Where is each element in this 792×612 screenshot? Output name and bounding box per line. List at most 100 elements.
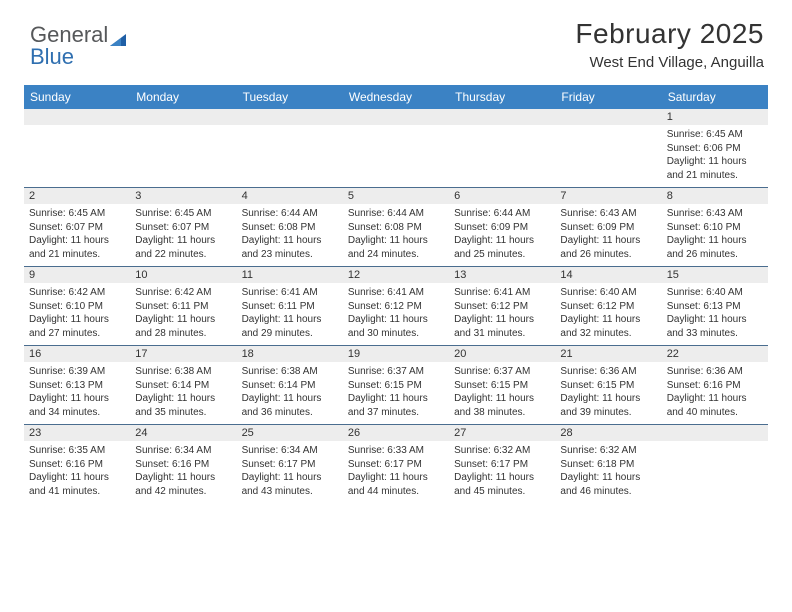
sunset: Sunset: 6:08 PM (348, 221, 445, 235)
week-row: 9Sunrise: 6:42 AMSunset: 6:10 PMDaylight… (24, 266, 768, 345)
day-info: Sunrise: 6:42 AMSunset: 6:10 PMDaylight:… (24, 283, 130, 344)
daylight: Daylight: 11 hours and 43 minutes. (242, 471, 339, 498)
day-number: 24 (130, 426, 147, 441)
sunset: Sunset: 6:09 PM (560, 221, 657, 235)
day-info: Sunrise: 6:37 AMSunset: 6:15 PMDaylight:… (449, 362, 555, 423)
calendar-page: General Blue February 2025 West End Vill… (0, 0, 792, 503)
sunrise: Sunrise: 6:45 AM (29, 207, 126, 221)
day-cell (449, 109, 555, 187)
day-cell: 6Sunrise: 6:44 AMSunset: 6:09 PMDaylight… (449, 188, 555, 266)
day-number-row: 16 (24, 346, 130, 362)
day-info: Sunrise: 6:41 AMSunset: 6:12 PMDaylight:… (449, 283, 555, 344)
day-number-row (237, 109, 343, 125)
day-number-row: 22 (662, 346, 768, 362)
day-number-row: 9 (24, 267, 130, 283)
sunrise: Sunrise: 6:37 AM (454, 365, 551, 379)
day-info: Sunrise: 6:43 AMSunset: 6:09 PMDaylight:… (555, 204, 661, 265)
daylight: Daylight: 11 hours and 25 minutes. (454, 234, 551, 261)
day-cell: 7Sunrise: 6:43 AMSunset: 6:09 PMDaylight… (555, 188, 661, 266)
day-cell: 20Sunrise: 6:37 AMSunset: 6:15 PMDayligh… (449, 346, 555, 424)
day-number: 18 (237, 347, 254, 362)
sunrise: Sunrise: 6:35 AM (29, 444, 126, 458)
day-info: Sunrise: 6:44 AMSunset: 6:08 PMDaylight:… (237, 204, 343, 265)
day-info: Sunrise: 6:32 AMSunset: 6:17 PMDaylight:… (449, 441, 555, 502)
sunset: Sunset: 6:06 PM (667, 142, 764, 156)
day-number-row: 25 (237, 425, 343, 441)
day-cell: 15Sunrise: 6:40 AMSunset: 6:13 PMDayligh… (662, 267, 768, 345)
week-row: 23Sunrise: 6:35 AMSunset: 6:16 PMDayligh… (24, 424, 768, 503)
day-number-row: 6 (449, 188, 555, 204)
day-cell: 12Sunrise: 6:41 AMSunset: 6:12 PMDayligh… (343, 267, 449, 345)
day-number-row: 17 (130, 346, 236, 362)
daylight: Daylight: 11 hours and 22 minutes. (135, 234, 232, 261)
day-number: 4 (237, 189, 248, 204)
day-number: 27 (449, 426, 466, 441)
week-row: 1Sunrise: 6:45 AMSunset: 6:06 PMDaylight… (24, 109, 768, 187)
day-info: Sunrise: 6:33 AMSunset: 6:17 PMDaylight:… (343, 441, 449, 502)
day-info: Sunrise: 6:45 AMSunset: 6:07 PMDaylight:… (24, 204, 130, 265)
day-number-row: 14 (555, 267, 661, 283)
day-number-row (24, 109, 130, 125)
day-of-week: Friday (555, 85, 661, 109)
week-row: 2Sunrise: 6:45 AMSunset: 6:07 PMDaylight… (24, 187, 768, 266)
day-of-week: Sunday (24, 85, 130, 109)
day-cell: 27Sunrise: 6:32 AMSunset: 6:17 PMDayligh… (449, 425, 555, 503)
day-number: 5 (343, 189, 354, 204)
day-cell: 3Sunrise: 6:45 AMSunset: 6:07 PMDaylight… (130, 188, 236, 266)
day-number: 12 (343, 268, 360, 283)
day-info: Sunrise: 6:38 AMSunset: 6:14 PMDaylight:… (130, 362, 236, 423)
day-of-week: Saturday (662, 85, 768, 109)
day-cell: 5Sunrise: 6:44 AMSunset: 6:08 PMDaylight… (343, 188, 449, 266)
day-number: 2 (24, 189, 35, 204)
daylight: Daylight: 11 hours and 27 minutes. (29, 313, 126, 340)
brand-part2: Blue (30, 44, 74, 69)
sunrise: Sunrise: 6:34 AM (135, 444, 232, 458)
month-title: February 2025 (575, 18, 764, 50)
daylight: Daylight: 11 hours and 21 minutes. (29, 234, 126, 261)
day-number-row (662, 425, 768, 441)
day-cell: 14 Sunrise: 6:40 AMSunset: 6:12 PMDayligh… (555, 267, 661, 345)
day-number-row: 3 (130, 188, 236, 204)
brand-logo: General Blue (30, 18, 128, 68)
sunrise: Sunrise: 6:32 AM (454, 444, 551, 458)
day-info: Sunrise: 6:41 AMSunset: 6:12 PMDaylight:… (343, 283, 449, 344)
daylight: Daylight: 11 hours and 34 minutes. (29, 392, 126, 419)
day-cell (130, 109, 236, 187)
day-number-row: 19 (343, 346, 449, 362)
daylight: Daylight: 11 hours and 32 minutes. (560, 313, 657, 340)
sunrise: Sunrise: 6:44 AM (242, 207, 339, 221)
brand-mark-icon (108, 30, 128, 50)
day-cell: 8Sunrise: 6:43 AMSunset: 6:10 PMDaylight… (662, 188, 768, 266)
sunrise: Sunrise: 6:40 AM (667, 286, 764, 300)
daylight: Daylight: 11 hours and 39 minutes. (560, 392, 657, 419)
day-number: 23 (24, 426, 41, 441)
sunrise: Sunrise: 6:38 AM (242, 365, 339, 379)
daylight: Daylight: 11 hours and 26 minutes. (667, 234, 764, 261)
day-cell: 26Sunrise: 6:33 AMSunset: 6:17 PMDayligh… (343, 425, 449, 503)
sunrise: Sunrise: 6:40 AM (560, 286, 657, 300)
sunset: Sunset: 6:07 PM (29, 221, 126, 235)
day-cell: 11Sunrise: 6:41 AMSunset: 6:11 PMDayligh… (237, 267, 343, 345)
day-info: Sunrise: 6:45 AMSunset: 6:07 PMDaylight:… (130, 204, 236, 265)
day-info: Sunrise: 6:40 AMSunset: 6:13 PMDaylight:… (662, 283, 768, 344)
sunrise: Sunrise: 6:38 AM (135, 365, 232, 379)
day-number-row (130, 109, 236, 125)
day-info: Sunrise: 6:36 AMSunset: 6:16 PMDaylight:… (662, 362, 768, 423)
day-number: 16 (24, 347, 41, 362)
day-cell: 1Sunrise: 6:45 AMSunset: 6:06 PMDaylight… (662, 109, 768, 187)
sunrise: Sunrise: 6:42 AM (135, 286, 232, 300)
day-info: Sunrise: 6:35 AMSunset: 6:16 PMDaylight:… (24, 441, 130, 502)
sunset: Sunset: 6:08 PM (242, 221, 339, 235)
day-cell (343, 109, 449, 187)
sunrise: Sunrise: 6:45 AM (667, 128, 764, 142)
day-cell: 25Sunrise: 6:34 AMSunset: 6:17 PMDayligh… (237, 425, 343, 503)
sunset: Sunset: 6:12 PM (348, 300, 445, 314)
day-number: 19 (343, 347, 360, 362)
sunset: Sunset: 6:17 PM (348, 458, 445, 472)
sunset: Sunset: 6:12 PM (560, 300, 657, 314)
day-cell (237, 109, 343, 187)
week-row: 16Sunrise: 6:39 AMSunset: 6:13 PMDayligh… (24, 345, 768, 424)
sunrise: Sunrise: 6:44 AM (454, 207, 551, 221)
day-info: Sunrise: 6:38 AMSunset: 6:14 PMDaylight:… (237, 362, 343, 423)
day-number-row: 2 (24, 188, 130, 204)
